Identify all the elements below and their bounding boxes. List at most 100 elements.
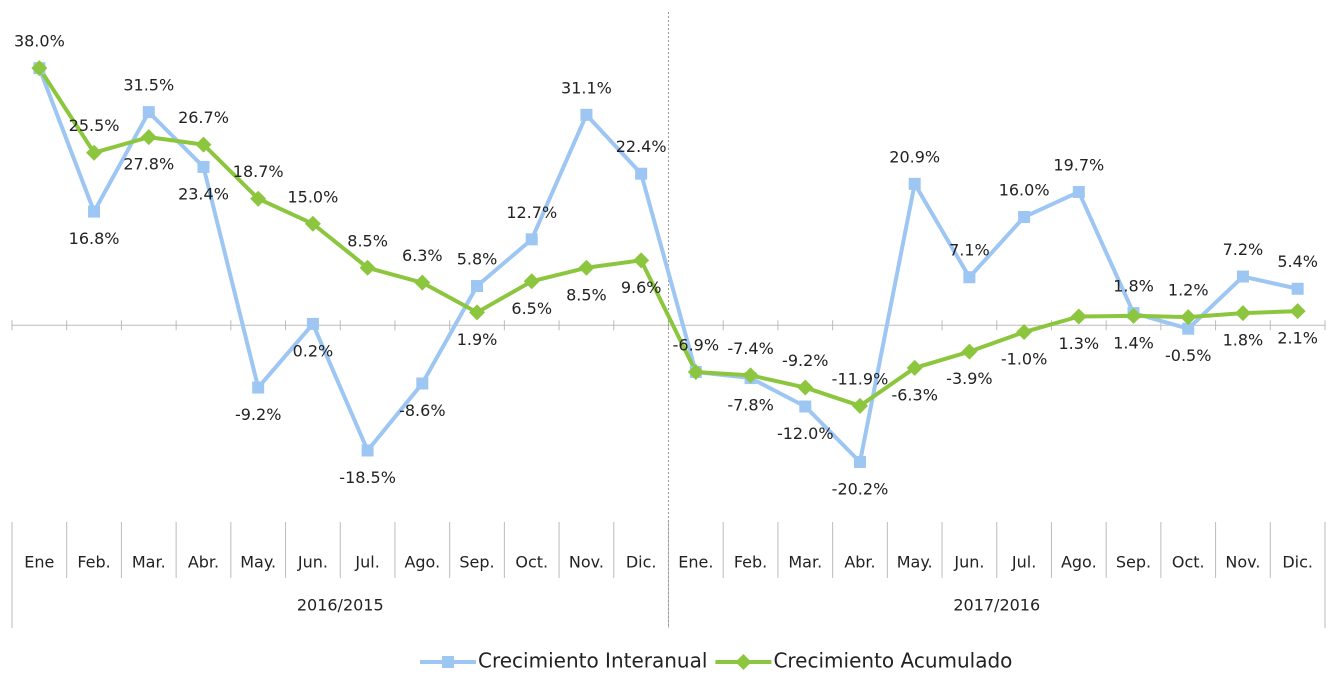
x-tick-label: Jul. [354,553,379,572]
marker [1180,309,1197,326]
marker [1182,322,1195,335]
marker [853,455,866,468]
marker [851,397,868,414]
data-label: -3.9% [946,369,992,388]
x-tick-label: Jul. [1011,553,1036,572]
x-tick-label: Ene [24,553,54,572]
data-label: 16.8% [69,229,120,248]
marker [197,160,210,173]
data-label: 5.8% [457,250,498,269]
marker [31,60,48,77]
data-label: 15.0% [287,187,338,206]
marker [961,343,978,360]
data-label: 16.0% [999,181,1050,200]
data-label: 1.8% [1223,331,1264,350]
x-tick-label: Dic. [1282,553,1313,572]
marker [414,274,431,291]
marker [906,359,923,376]
marker [963,271,976,284]
data-label: 1.8% [1113,277,1154,296]
marker [1016,324,1033,341]
data-label: 6.3% [402,246,443,265]
data-label: 26.7% [178,108,229,127]
x-tick-label: Mar. [788,553,822,572]
data-label: -6.9% [673,335,719,354]
marker [578,259,595,276]
data-label: 1.2% [1168,281,1209,300]
x-tick-label: Nov. [1225,553,1260,572]
data-label: 38.0% [14,32,65,51]
marker [361,444,374,457]
x-tick-label: Jun. [297,553,328,572]
legend-label: Crecimiento Interanual [478,649,707,673]
marker [140,129,157,146]
series-line [37,67,1299,464]
x-tick-label: Mar. [132,553,166,572]
x-tick-label: Ene. [678,553,713,572]
data-label: 7.1% [949,241,990,260]
legend-label: Crecimiento Acumulado [773,649,1012,673]
x-tick-label: May. [897,553,933,572]
data-label: -20.2% [832,479,889,498]
marker [742,367,759,384]
marker [525,233,538,246]
x-tick-label: Feb. [77,553,110,572]
x-tick-label: Sep. [459,553,494,572]
legend-marker [442,656,454,668]
data-label: 23.4% [178,184,229,203]
x-tick-label: Dic. [626,553,657,572]
data-label: 9.6% [621,278,662,297]
data-label: 7.2% [1223,240,1264,259]
data-label: 19.7% [1053,155,1104,174]
data-label: -8.6% [399,401,445,420]
data-label: 20.9% [889,147,940,166]
data-label: 12.7% [506,203,557,222]
data-label: 1.9% [457,330,498,349]
marker [908,177,921,190]
data-label: 5.4% [1277,252,1318,271]
marker [1234,305,1251,322]
marker [359,259,376,276]
marker [471,280,484,293]
marker [633,252,650,269]
data-label: 18.7% [233,162,284,181]
x-tick-label: Sep. [1116,553,1151,572]
series-line [37,67,1298,408]
data-label: -12.0% [777,424,834,443]
data-label: 2.1% [1277,329,1318,348]
x-tick-label: Ago. [1061,553,1097,572]
marker [86,144,103,161]
marker [1289,303,1306,320]
marker [1291,282,1304,295]
marker [1125,307,1142,324]
data-label: 8.5% [566,285,607,304]
data-label: 0.2% [293,341,334,360]
marker [687,363,704,380]
group-label: 2016/2015 [297,596,384,615]
data-label: -0.5% [1165,346,1211,365]
x-tick-label: Abr. [188,553,219,572]
x-tick-label: Jun. [953,553,984,572]
marker [306,317,319,330]
data-label: -9.2% [235,405,281,424]
data-label: -7.8% [727,396,773,415]
marker [469,304,486,321]
marker [416,377,429,390]
marker [252,381,265,394]
marker [1018,211,1031,224]
marker [523,273,540,290]
data-label: -18.5% [339,468,396,487]
legend-marker [735,654,752,670]
data-label: 27.8% [123,155,174,174]
data-label: 1.3% [1058,334,1099,353]
x-tick-label: Oct. [1172,553,1205,572]
data-label: 6.5% [511,299,552,318]
marker [1236,270,1249,283]
marker [195,136,212,153]
marker [142,106,155,119]
x-tick-label: Feb. [734,553,767,572]
marker [88,205,101,218]
data-label: 1.4% [1113,333,1154,352]
x-tick-label: Abr. [844,553,875,572]
marker [580,108,593,121]
